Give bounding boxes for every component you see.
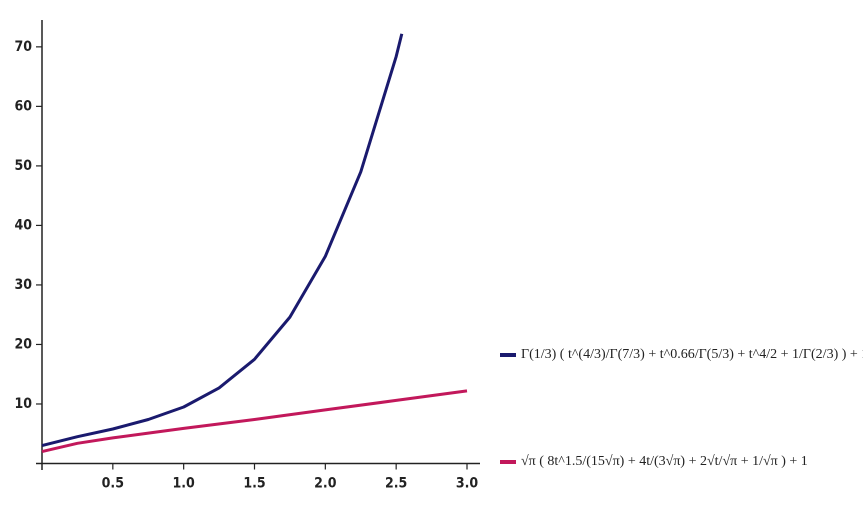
y-tick-label: 10	[14, 396, 32, 412]
series-line	[41, 33, 404, 448]
y-tick-label: 50	[14, 158, 32, 174]
legend-label: √π ( 8t^1.5/(15√π) + 4t/(3√π) + 2√t/√π +…	[521, 454, 808, 469]
x-tick-label: 1.5	[243, 476, 265, 492]
series-line	[41, 389, 468, 454]
y-tick-label: 70	[14, 39, 32, 55]
x-tick-label: 3.0	[456, 476, 479, 492]
y-tick-label: 30	[14, 277, 32, 293]
x-tick-label: 2.5	[385, 476, 407, 492]
legend-label: Γ(1/3) ( t^(4/3)/Γ(7/3) + t^0.66/Γ(5/3) …	[521, 347, 863, 362]
y-tick-label: 40	[14, 217, 32, 233]
x-tick-label: 2.0	[314, 476, 337, 492]
y-tick-label: 20	[14, 336, 32, 352]
x-tick-label: 0.5	[102, 476, 124, 492]
x-tick-label: 1.0	[173, 476, 196, 492]
y-tick-label: 60	[14, 98, 32, 114]
